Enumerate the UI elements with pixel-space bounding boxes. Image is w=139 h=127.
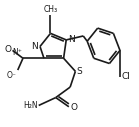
Text: CH₃: CH₃ bbox=[43, 5, 58, 14]
Text: N: N bbox=[68, 35, 75, 44]
Text: H₂N: H₂N bbox=[23, 101, 37, 110]
Text: Cl: Cl bbox=[121, 72, 130, 81]
Text: N⁺: N⁺ bbox=[13, 48, 22, 57]
Text: O: O bbox=[70, 103, 77, 112]
Text: O⁻: O⁻ bbox=[7, 71, 16, 80]
Text: O: O bbox=[4, 45, 11, 54]
Text: N: N bbox=[31, 42, 38, 51]
Text: S: S bbox=[77, 67, 82, 76]
